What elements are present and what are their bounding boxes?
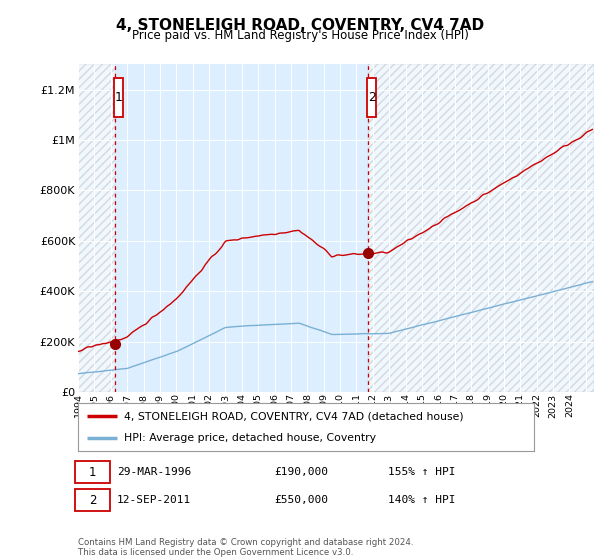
Bar <box>368 64 594 392</box>
Bar <box>78 64 115 392</box>
FancyBboxPatch shape <box>76 461 110 483</box>
Text: 2: 2 <box>89 493 96 507</box>
Text: 1: 1 <box>114 91 122 104</box>
Text: Contains HM Land Registry data © Crown copyright and database right 2024.
This d: Contains HM Land Registry data © Crown c… <box>78 538 413 557</box>
Text: HPI: Average price, detached house, Coventry: HPI: Average price, detached house, Cove… <box>124 433 376 443</box>
Text: 140% ↑ HPI: 140% ↑ HPI <box>388 495 455 505</box>
FancyBboxPatch shape <box>113 77 123 117</box>
FancyBboxPatch shape <box>367 77 376 117</box>
Text: 155% ↑ HPI: 155% ↑ HPI <box>388 467 455 477</box>
FancyBboxPatch shape <box>76 489 110 511</box>
Text: 1: 1 <box>89 465 96 479</box>
Text: Price paid vs. HM Land Registry's House Price Index (HPI): Price paid vs. HM Land Registry's House … <box>131 29 469 42</box>
Text: £190,000: £190,000 <box>274 467 328 477</box>
Text: 2: 2 <box>368 91 376 104</box>
Text: 12-SEP-2011: 12-SEP-2011 <box>116 495 191 505</box>
Text: 4, STONELEIGH ROAD, COVENTRY, CV4 7AD (detached house): 4, STONELEIGH ROAD, COVENTRY, CV4 7AD (d… <box>124 411 463 421</box>
Text: 29-MAR-1996: 29-MAR-1996 <box>116 467 191 477</box>
Text: £550,000: £550,000 <box>274 495 328 505</box>
Text: 4, STONELEIGH ROAD, COVENTRY, CV4 7AD: 4, STONELEIGH ROAD, COVENTRY, CV4 7AD <box>116 18 484 33</box>
